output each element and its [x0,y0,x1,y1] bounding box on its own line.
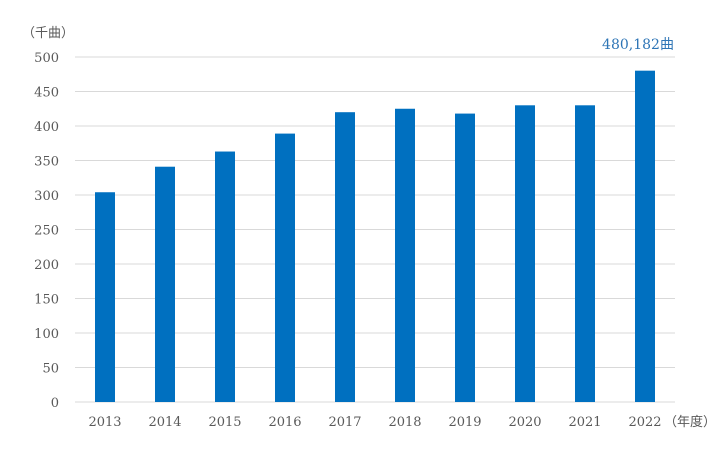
y-tick-label: 300 [34,189,59,204]
y-axis-unit-label: （千曲） [22,26,74,41]
x-tick-label-2018: 2018 [388,415,421,430]
x-tick-label-2016: 2016 [268,415,301,430]
x-tick-label-2014: 2014 [148,415,181,430]
bar-2019 [455,113,475,402]
total-annotation: 480,182曲 [602,37,674,53]
x-tick-label-2015: 2015 [208,415,241,430]
x-tick-label-2013: 2013 [88,415,121,430]
bar-2015 [215,151,235,402]
bar-2016 [275,133,295,402]
x-tick-label-2017: 2017 [328,415,361,430]
bar-2017 [335,112,355,402]
x-tick-label-2022: 2022 [628,415,661,430]
y-tick-label: 150 [34,293,59,308]
bar-2018 [395,108,415,402]
bar-2014 [155,166,175,402]
y-tick-label: 0 [51,396,59,411]
y-tick-label: 350 [34,155,59,170]
x-axis-tick-labels: 2013 2014 2015 2016 2017 2018 2019 2020 2021 2022 [88,415,661,430]
x-axis-unit-label: （年度） [664,414,716,430]
y-axis-tick-labels: 0 50 100 150 200 250 300 350 400 450 500 [34,51,59,411]
y-tick-label: 400 [34,120,59,135]
x-tick-label-2021: 2021 [568,415,601,430]
x-tick-label-2019: 2019 [448,415,481,430]
bars [95,70,655,403]
y-tick-label: 450 [34,86,59,101]
x-tick-label-2020: 2020 [508,415,541,430]
bar-2022 [635,70,655,402]
y-tick-label: 200 [34,258,59,273]
bar-2020 [515,105,535,403]
y-tick-label: 100 [34,327,59,342]
y-tick-label: 250 [34,224,59,239]
bar-2021 [575,105,595,403]
y-tick-label: 500 [34,51,59,66]
bar-2013 [95,192,115,402]
y-tick-label: 50 [42,362,59,377]
